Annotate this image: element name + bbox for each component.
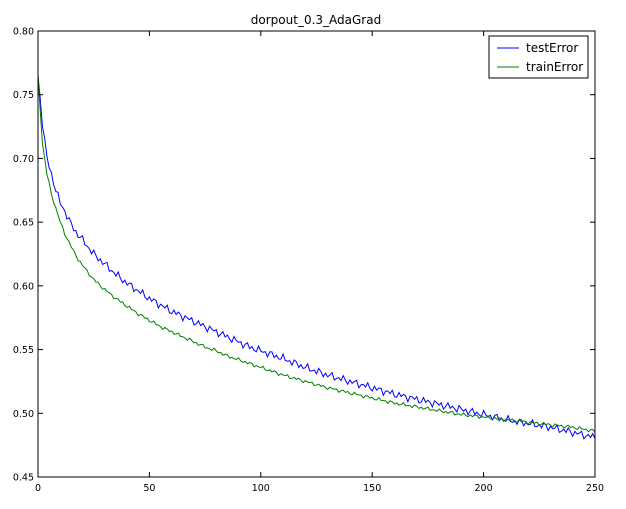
series-layer (37, 75, 596, 440)
series-line-testError (37, 75, 596, 440)
legend-label-testError: testError (526, 41, 578, 55)
x-tick-label: 150 (363, 483, 381, 494)
y-tick-label: 0.80 (13, 27, 34, 38)
series-line-trainError (37, 75, 596, 433)
legend: testError trainError (488, 35, 589, 79)
x-tick-label: 50 (143, 483, 155, 494)
legend-box (488, 35, 589, 79)
plot-area (37, 30, 596, 478)
x-tick-label: 0 (35, 483, 41, 494)
chart-title: dorpout_0.3_AdaGrad (251, 13, 381, 27)
ticks-layer: 0 50 100 150 200 250 0.45 0.50 0.55 0.60 0.65 0.70 0… (13, 27, 604, 495)
y-tick-label: 0.65 (13, 218, 34, 229)
y-tick-label: 0.70 (13, 154, 34, 165)
y-tick-label: 0.60 (13, 281, 34, 292)
y-tick-label: 0.50 (13, 409, 34, 420)
x-tick-label: 200 (475, 483, 493, 494)
y-tick-label: 0.75 (13, 90, 34, 101)
x-tick-label: 250 (586, 483, 604, 494)
y-tick-label: 0.55 (13, 345, 34, 356)
y-tick-label: 0.45 (13, 473, 34, 484)
legend-label-trainError: trainError (526, 60, 583, 74)
x-tick-label: 100 (252, 483, 270, 494)
